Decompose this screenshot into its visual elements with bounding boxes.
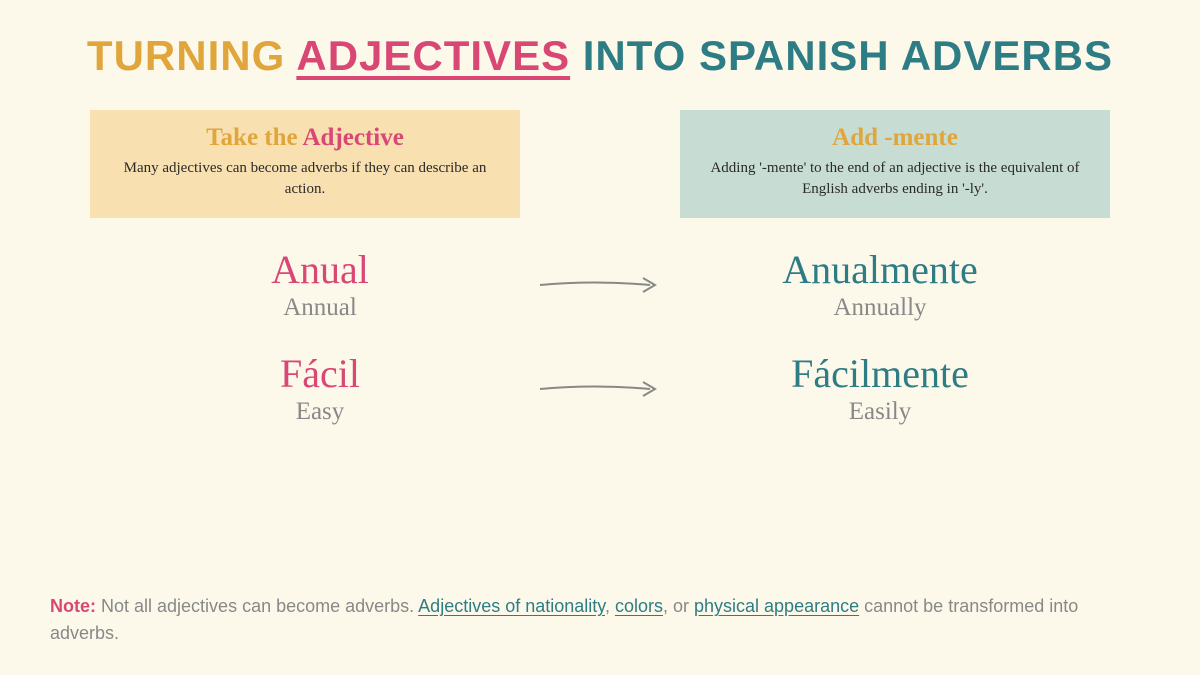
note-link-colors[interactable]: colors — [615, 596, 663, 616]
adjective-box-title: Take the Adjective — [110, 124, 500, 152]
box-title-adjective: Adjective — [302, 124, 403, 151]
note-link-physical[interactable]: physical appearance — [694, 596, 859, 616]
spanish-adjective: Fácil — [140, 352, 500, 396]
adjective-block: Anual Annual — [140, 248, 500, 322]
note-section: Note: Not all adjectives can become adve… — [50, 593, 1150, 647]
info-boxes-row: Take the Adjective Many adjectives can b… — [0, 80, 1200, 218]
title-rest: INTO SPANISH ADVERBS — [570, 32, 1113, 79]
adjective-box: Take the Adjective Many adjectives can b… — [90, 110, 520, 218]
box-title-take: Take the — [206, 124, 302, 151]
english-adjective: Annual — [140, 294, 500, 322]
box-title-mente: -mente — [884, 124, 958, 151]
note-link-nationality[interactable]: Adjectives of nationality — [418, 596, 605, 616]
spanish-adverb: Anualmente — [700, 248, 1060, 292]
mente-box-title: Add -mente — [700, 124, 1090, 152]
note-text1: Not all adjectives can become adverbs. — [96, 596, 418, 616]
mente-box-desc: Adding '-mente' to the end of an adjecti… — [700, 158, 1090, 200]
arrow-icon — [530, 270, 670, 300]
note-sep1: , — [605, 596, 615, 616]
spanish-adjective: Anual — [140, 248, 500, 292]
adjective-block: Fácil Easy — [140, 352, 500, 426]
main-title: TURNING ADJECTIVES INTO SPANISH ADVERBS — [0, 0, 1200, 80]
adverb-block: Anualmente Annually — [700, 248, 1060, 322]
example-row: Fácil Easy Fácilmente Easily — [60, 352, 1140, 426]
examples-section: Anual Annual Anualmente Annually Fácil E… — [0, 218, 1200, 426]
english-adverb: Easily — [700, 398, 1060, 426]
adverb-block: Fácilmente Easily — [700, 352, 1060, 426]
note-label: Note: — [50, 596, 96, 616]
title-adjectives: ADJECTIVES — [296, 32, 570, 79]
english-adverb: Annually — [700, 294, 1060, 322]
adjective-box-desc: Many adjectives can become adverbs if th… — [110, 158, 500, 200]
english-adjective: Easy — [140, 398, 500, 426]
note-sep2: , or — [663, 596, 694, 616]
example-row: Anual Annual Anualmente Annually — [60, 248, 1140, 322]
box-title-add: Add — [832, 124, 884, 151]
arrow-icon — [530, 374, 670, 404]
title-turning: TURNING — [87, 32, 296, 79]
mente-box: Add -mente Adding '-mente' to the end of… — [680, 110, 1110, 218]
spanish-adverb: Fácilmente — [700, 352, 1060, 396]
